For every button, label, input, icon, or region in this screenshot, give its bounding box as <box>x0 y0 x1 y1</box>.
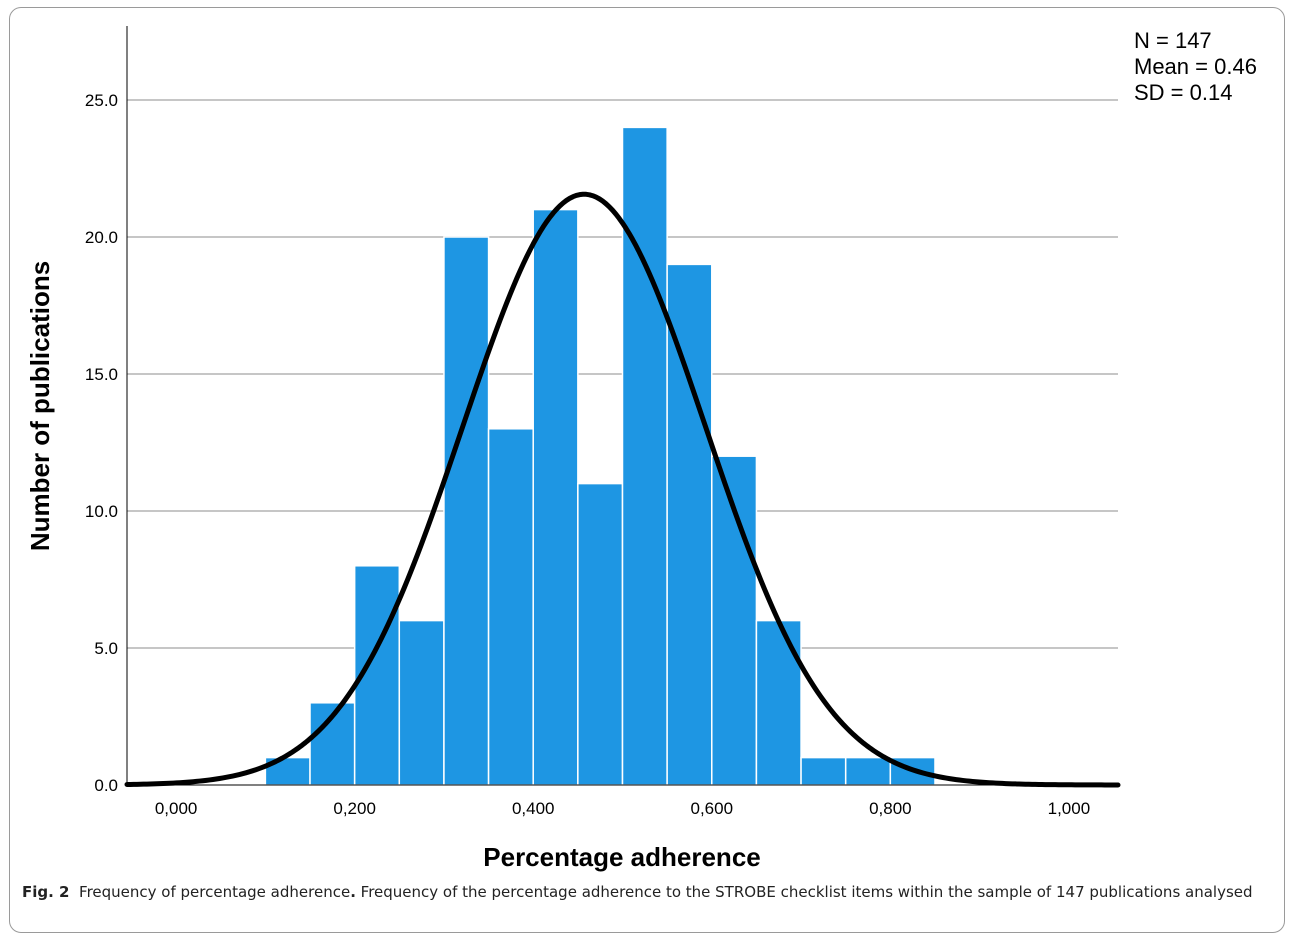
x-tick-label-0: 0,000 <box>155 799 198 818</box>
y-tick-label-5: 25.0 <box>85 91 118 110</box>
histogram-bar-13 <box>844 756 892 786</box>
figure-label: Fig. 2 <box>22 883 70 901</box>
histogram-bar-8 <box>621 126 668 786</box>
stat-mean: Mean = 0.46 <box>1134 54 1257 79</box>
summary-stats: N = 147 Mean = 0.46 SD = 0.14 <box>1134 28 1257 106</box>
y-tick-label-3: 15.0 <box>85 365 118 384</box>
y-tick-label-0: 0.0 <box>94 776 118 795</box>
figure-caption: Fig. 2 Frequency of percentage adherence… <box>22 880 1262 904</box>
stat-n: N = 147 <box>1134 28 1212 53</box>
normal-curve <box>124 191 1121 788</box>
y-tick-label-4: 20.0 <box>85 228 118 247</box>
histogram-bar-7 <box>577 482 624 786</box>
y-axis-title: Number of publications <box>25 261 55 551</box>
y-tick-label-2: 10.0 <box>85 502 118 521</box>
axes <box>126 26 1118 786</box>
histogram-bars <box>264 126 936 786</box>
histogram-bar-3 <box>398 619 445 786</box>
x-tick-label-4: 0,800 <box>869 799 912 818</box>
histogram-bar-4 <box>443 236 490 786</box>
caption-title: Frequency of percentage adherence <box>79 883 351 901</box>
histogram-bar-11 <box>755 619 802 786</box>
x-tick-label-2: 0,400 <box>512 799 555 818</box>
x-tick-label-1: 0,200 <box>333 799 376 818</box>
histogram-bar-6 <box>532 208 579 786</box>
histogram-bar-5 <box>487 428 534 786</box>
histogram-bar-12 <box>800 756 847 786</box>
caption-text: Frequency of the percentage adherence to… <box>355 883 1253 901</box>
x-tick-labels: 0,000 0,200 0,400 0,600 0,800 1,000 <box>155 799 1090 818</box>
caption-title-end: . <box>350 883 356 901</box>
x-tick-label-3: 0,600 <box>691 799 734 818</box>
x-axis-title: Percentage adherence <box>483 842 760 872</box>
x-tick-label-5: 1,000 <box>1048 799 1091 818</box>
y-tick-labels: 0.0 5.0 10.0 15.0 20.0 25.0 <box>85 91 118 795</box>
stat-sd: SD = 0.14 <box>1134 80 1233 105</box>
figure-frame <box>9 7 1285 933</box>
y-tick-label-1: 5.0 <box>94 639 118 658</box>
